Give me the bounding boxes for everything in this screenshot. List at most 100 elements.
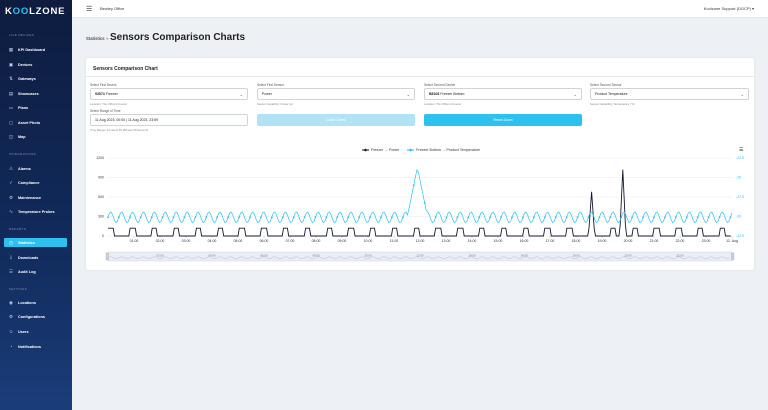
koolzone-logo[interactable]: KOOLZONE bbox=[5, 6, 65, 17]
sidebar-item-temperature-probes[interactable]: ∿ Temperature Probes bbox=[4, 207, 67, 216]
sidebar-item-label: Devices bbox=[18, 62, 33, 67]
legend-item-power[interactable]: Freezer → Power bbox=[362, 148, 399, 152]
reset-zoom-button[interactable]: Reset Zoom bbox=[424, 114, 582, 126]
hamburger-menu-icon[interactable]: ☰ bbox=[86, 6, 93, 13]
nav-section-2: REPORTS bbox=[9, 227, 27, 231]
y-right-tick-2: -27.5 bbox=[736, 195, 744, 199]
users-icon: ☺ bbox=[8, 329, 14, 334]
legend-label-temperature: Freezer Bottom → Product Temperature bbox=[416, 148, 481, 152]
card-divider bbox=[86, 76, 754, 77]
sidebar-item-label: Map bbox=[18, 134, 26, 139]
temperature-point-6 bbox=[172, 216, 175, 219]
downloads-icon: ⇩ bbox=[9, 254, 13, 260]
load-charts-button[interactable]: Load Charts bbox=[257, 114, 415, 126]
sidebar-item-label: Audit Log bbox=[18, 269, 36, 274]
legend-label-power: Freezer → Power bbox=[371, 148, 400, 152]
alarms-icon: ⚠ bbox=[8, 165, 14, 171]
breadcrumb-statistics[interactable]: Statistics bbox=[86, 36, 105, 41]
second-sensor-help: Sensor Capability: Temperature (°C) bbox=[590, 102, 635, 106]
logo-part-0: K bbox=[5, 6, 13, 17]
y-left-tick-4: 0 bbox=[102, 234, 104, 238]
breadcrumb: Statistics » Sensors Comparison Charts bbox=[86, 32, 245, 43]
legend-item-temperature[interactable]: Freezer Bottom → Product Temperature bbox=[407, 148, 480, 152]
temperature-point-51 bbox=[664, 216, 666, 219]
temperature-point-44 bbox=[587, 216, 590, 219]
temperature-point-2 bbox=[128, 216, 131, 219]
chevron-down-icon: ⌄ bbox=[740, 92, 744, 97]
temperature-point-33 bbox=[467, 216, 470, 219]
chart-menu-icon[interactable]: ☰ bbox=[739, 147, 744, 153]
x-tick-6: 07:00 bbox=[286, 239, 295, 243]
sidebar-item-plans[interactable]: ▭ Plans bbox=[4, 103, 67, 112]
plans-icon: ▭ bbox=[8, 104, 14, 110]
sidebar-item-configurations[interactable]: ⚙ Configurations bbox=[4, 312, 67, 321]
card-title: Sensors Comparison Chart bbox=[93, 66, 158, 72]
sidebar-item-kpi-dashboard[interactable]: ▦ KPI Dashboard bbox=[4, 45, 67, 54]
sidebar-item-users[interactable]: ☺ Users bbox=[4, 327, 67, 336]
notifications-icon: ◔ bbox=[9, 344, 13, 349]
navigator-handle-right[interactable] bbox=[731, 252, 735, 261]
sidebar-item-gateways[interactable]: ⇅ Gateways bbox=[4, 74, 67, 83]
temperature-point-26 bbox=[391, 216, 393, 219]
chevron-down-icon: ⌄ bbox=[406, 92, 410, 97]
sidebar-item-label: KPI Dashboard bbox=[18, 47, 46, 52]
temperature-point-19 bbox=[314, 216, 317, 219]
time-range-input[interactable]: 11 Aug 2023, 00:00 | 11 Aug 2023, 23:59 bbox=[90, 114, 248, 126]
sidebar-item-audit-log[interactable]: ☰ Audit Log bbox=[4, 267, 67, 276]
logo-part-2: O bbox=[20, 6, 30, 17]
temperature-point-53 bbox=[685, 216, 688, 219]
second-device-id: B8108 bbox=[429, 92, 440, 96]
first-sensor-value: Power bbox=[262, 92, 272, 96]
x-tick-14: 15:00 bbox=[494, 239, 503, 243]
sidebar-item-compliance[interactable]: ✓ Compliance bbox=[4, 178, 67, 187]
devices-icon: ▣ bbox=[8, 61, 14, 67]
first-sensor-select[interactable]: Power ⌄ bbox=[257, 88, 415, 100]
kpi-dashboard-icon: ▦ bbox=[8, 46, 14, 52]
sidebar-item-maintenance[interactable]: ⚙ Maintenance bbox=[4, 193, 67, 202]
sidebar-item-alarms[interactable]: ⚠ Alarms bbox=[4, 164, 67, 173]
x-tick-8: 09:00 bbox=[338, 239, 347, 243]
y-left-tick-1: 900 bbox=[98, 176, 104, 180]
second-sensor-select[interactable]: Product Temperature ⌄ bbox=[590, 88, 749, 100]
temperature-point-48 bbox=[631, 216, 634, 219]
legend-marker-power bbox=[362, 148, 369, 152]
chevron-down-icon: ⌄ bbox=[573, 92, 577, 97]
first-device-help: Location: The Office's Freezer bbox=[90, 102, 128, 106]
sidebar-item-locations[interactable]: ◉ Locations bbox=[4, 298, 67, 307]
temperature-point-40 bbox=[543, 216, 546, 219]
sidebar-item-showcases[interactable]: ▤ Showcases bbox=[4, 89, 67, 98]
office-name: Bewley Office bbox=[100, 6, 125, 11]
sidebar-item-devices[interactable]: ▣ Devices bbox=[4, 60, 67, 69]
temperature-point-45 bbox=[598, 216, 601, 219]
temperature-point-8 bbox=[194, 216, 197, 219]
temperature-point-5 bbox=[161, 216, 164, 219]
x-tick-3: 04:00 bbox=[208, 239, 217, 243]
comparison-chart[interactable]: 1200 900 600 300 0 -22.5 -25 -27.5 -30 -32.5 01:00… bbox=[86, 150, 754, 270]
temperature-point-25 bbox=[380, 216, 382, 219]
navigator-preview-line bbox=[107, 256, 730, 260]
temperature-point-9 bbox=[205, 216, 208, 219]
sidebar-item-downloads[interactable]: ⇩ Downloads bbox=[4, 253, 67, 262]
sidebar-item-notifications[interactable]: ◔ Notifications bbox=[4, 342, 67, 351]
x-tick-10: 11:00 bbox=[390, 239, 399, 243]
sidebar-item-statistics[interactable]: ◷ Statistics bbox=[4, 238, 67, 247]
user-menu[interactable]: Koolzone Support (DGCP) ▾ bbox=[704, 6, 754, 11]
first-device-select[interactable]: 93574 Freezer ⌄ bbox=[90, 88, 248, 100]
temperature-point-10 bbox=[216, 216, 219, 219]
x-tick-17: 18:00 bbox=[572, 239, 581, 243]
temperature-point-54 bbox=[696, 216, 699, 219]
legend-marker-temperature bbox=[407, 148, 415, 152]
temperature-point-0 bbox=[107, 216, 109, 219]
temperature-point-18 bbox=[303, 216, 306, 219]
sidebar-item-map[interactable]: ◫ Map bbox=[4, 132, 67, 141]
second-device-select[interactable]: B8108 Freezer Bottom ⌄ bbox=[424, 88, 582, 100]
temperature-point-37 bbox=[511, 216, 513, 219]
sidebar-item-label: Showcases bbox=[18, 91, 39, 96]
logo-part-1: O bbox=[12, 6, 21, 17]
navigator-handle-left[interactable] bbox=[105, 252, 109, 261]
sidebar-item-label: Temperature Probes bbox=[18, 209, 55, 214]
navigator-tick-1: 04:00 bbox=[209, 254, 216, 258]
sidebar-item-asset-photo[interactable]: ▢ Asset Photo bbox=[4, 118, 67, 127]
sidebar-item-label: Notifications bbox=[18, 344, 41, 349]
first-device-name: Freezer bbox=[105, 92, 118, 96]
